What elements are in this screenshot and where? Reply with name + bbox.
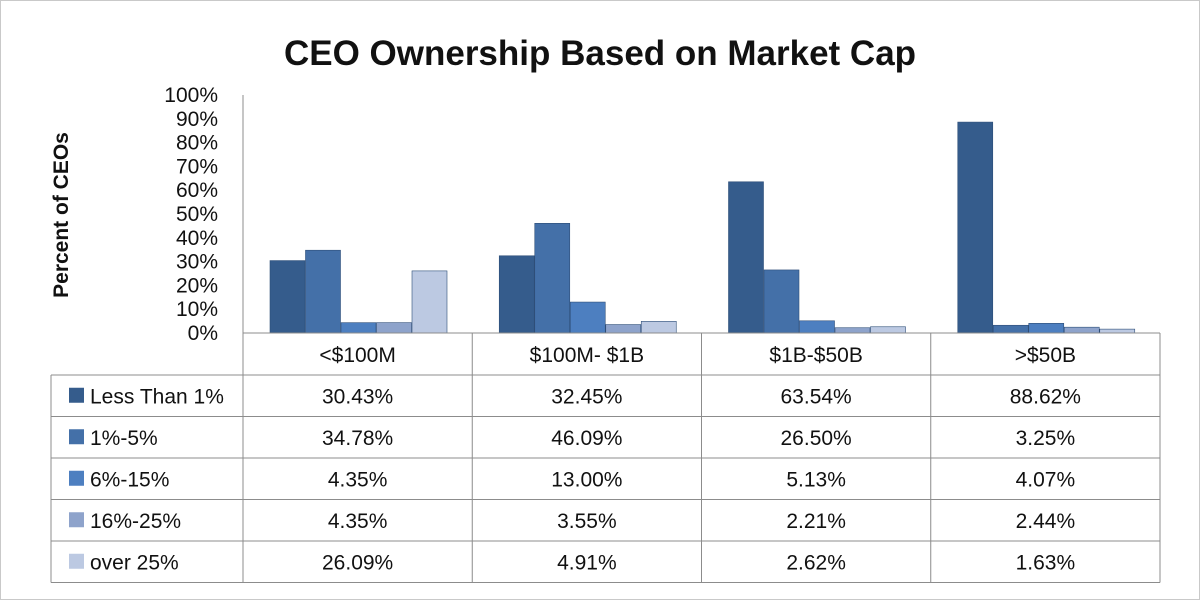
bar-5-3 [870,326,906,334]
bar-4-1 [376,322,412,334]
legend-label: Less Than 1% [90,385,224,408]
y-tick-label: 10% [176,298,218,321]
bar-1-2 [498,255,535,334]
y-tick-label: 90% [176,108,218,131]
bar-4-2 [605,324,642,334]
x-category-label: <$100M [319,344,395,367]
x-category-label: $100M- $1B [530,344,644,367]
legend-label: 16%-25% [90,510,181,533]
legend-label: 6%-15% [90,468,169,491]
legend-key-3 [69,470,84,486]
y-tick-label: 0% [188,322,218,345]
bar-4-3 [834,327,871,334]
legend-key-1 [69,387,84,403]
data-table-value: 46.09% [551,427,622,450]
bar-3-1 [340,322,377,334]
data-table-value: 26.09% [322,551,393,574]
y-tick-label: 20% [176,274,218,297]
bar-2-3 [763,269,800,334]
legend-label: over 25% [90,551,179,574]
data-table-value: 30.43% [322,385,393,408]
data-table-value: 4.35% [328,510,388,533]
bar-2-1 [305,249,341,334]
bar-1-1 [269,260,306,334]
data-table-value: 2.62% [786,551,846,574]
data-table-value: 34.78% [322,427,393,450]
legend-key-4 [69,512,84,528]
x-category-label: >$50B [1015,344,1076,367]
data-table-value: 4.07% [1016,468,1076,491]
x-category-label: $1B-$50B [769,344,862,367]
bar-2-4 [992,324,1029,334]
data-table-value: 2.21% [786,510,846,533]
bar-5-1 [411,270,448,334]
data-table-value: 32.45% [551,385,622,408]
y-tick-label: 60% [176,179,218,202]
y-tick-label: 30% [176,251,218,274]
data-table-value: 88.62% [1010,385,1081,408]
data-table-value: 3.25% [1016,427,1076,450]
bar-5-4 [1099,328,1136,334]
bar-5-2 [640,321,677,334]
y-tick-label: 40% [176,227,218,250]
legend-key-5 [69,553,84,569]
data-table-value: 63.54% [781,385,852,408]
data-table-value: 4.91% [557,551,617,574]
bar-3-2 [569,301,606,334]
y-tick-label: 100% [164,84,218,107]
data-table-value: 4.35% [328,468,388,491]
data-table-value: 5.13% [786,468,846,491]
y-tick-label: 70% [176,155,218,178]
legend-key-2 [69,429,84,445]
chart-title: CEO Ownership Based on Market Cap [283,34,917,73]
data-table-value: 1.63% [1016,551,1076,574]
bar-3-3 [799,320,835,334]
legend-label: 1%-5% [90,427,158,450]
data-table-value: 13.00% [551,468,622,491]
data-table-value: 3.55% [557,510,617,533]
bar-1-4 [957,121,994,334]
bar-1-3 [728,181,764,334]
bar-3-4 [1028,323,1065,334]
y-tick-label: 50% [176,203,218,226]
bar-2-2 [534,223,571,334]
data-table-value: 2.44% [1016,510,1076,533]
data-table-value: 26.50% [781,427,852,450]
bar-4-4 [1063,326,1100,334]
y-tick-label: 80% [176,132,218,155]
